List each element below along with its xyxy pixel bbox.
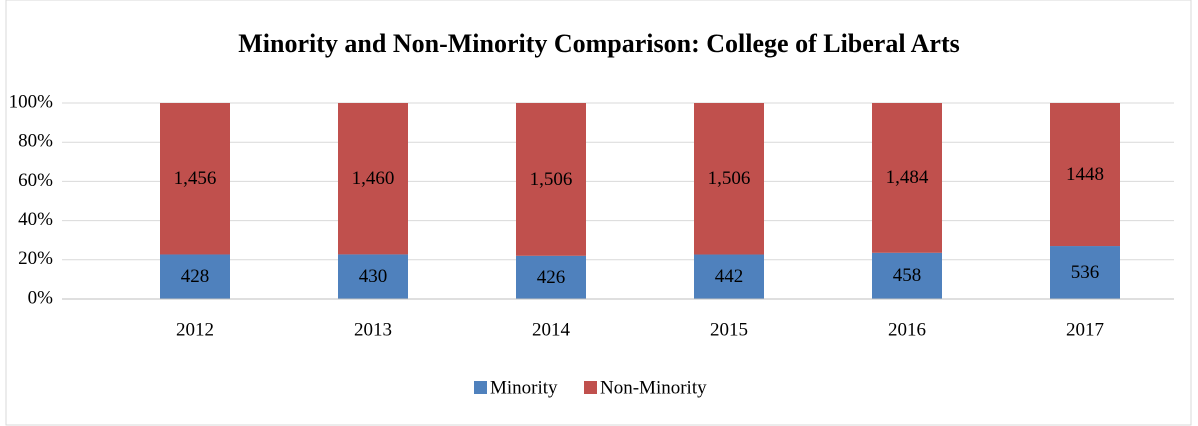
data-label: 426 <box>537 267 566 288</box>
legend-label: Non-Minority <box>600 377 707 398</box>
bar-segment <box>694 254 764 299</box>
bar-segment <box>694 103 764 255</box>
data-label: 428 <box>181 266 210 287</box>
bar-segment <box>516 103 586 256</box>
x-tick-label: 2016 <box>888 319 926 340</box>
bar-segment <box>160 103 230 255</box>
data-label: 1,456 <box>174 168 217 189</box>
legend-label: Minority <box>490 377 558 398</box>
y-tick-label: 40% <box>18 209 53 230</box>
chart-title: Minority and Non-Minority Comparison: Co… <box>238 29 959 58</box>
x-tick-label: 2014 <box>532 319 571 340</box>
y-tick-label: 80% <box>18 131 53 152</box>
bar-segment <box>872 252 942 299</box>
bar-segment <box>1050 103 1120 247</box>
y-tick-label: 0% <box>28 287 54 308</box>
bar-segment <box>338 254 408 299</box>
data-label: 1,506 <box>530 169 573 190</box>
data-label: 536 <box>1071 262 1100 283</box>
y-tick-label: 20% <box>18 248 53 269</box>
data-label: 442 <box>715 266 744 287</box>
bar-segment <box>338 103 408 255</box>
x-tick-label: 2013 <box>354 319 392 340</box>
legend-swatch <box>474 381 487 394</box>
legend-swatch <box>584 381 597 394</box>
x-tick-label: 2015 <box>710 319 748 340</box>
bar-segment <box>516 255 586 299</box>
bar-segment <box>872 103 942 253</box>
y-tick-label: 100% <box>9 91 54 112</box>
data-label: 1,506 <box>708 168 751 189</box>
data-label: 1,460 <box>352 168 395 189</box>
bar-segment <box>1050 246 1120 299</box>
data-label: 1,484 <box>886 167 929 188</box>
data-label: 458 <box>893 265 922 286</box>
data-label: 1448 <box>1066 164 1104 185</box>
y-tick-label: 60% <box>18 170 53 191</box>
x-tick-label: 2012 <box>176 319 214 340</box>
data-label: 430 <box>359 266 388 287</box>
bar-segment <box>160 254 230 299</box>
x-tick-label: 2017 <box>1066 319 1104 340</box>
